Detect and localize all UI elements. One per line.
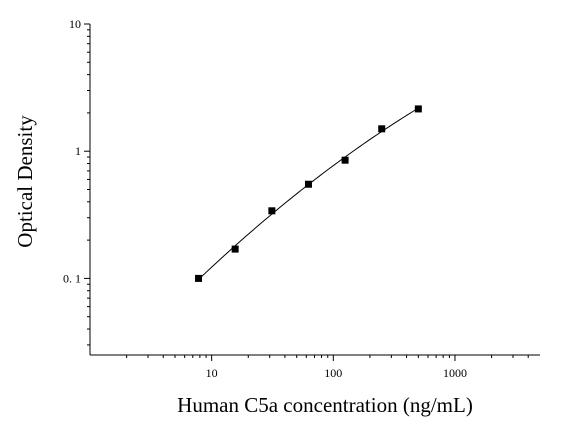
data-point [268,207,276,215]
data-point [414,105,422,113]
data-point [195,274,203,282]
y-tick-label: 10 [69,17,81,31]
x-axis-major-ticks [211,355,456,361]
data-point [341,156,349,164]
data-point [231,245,239,253]
x-tick-label: 100 [324,366,342,380]
x-tick-label: 1000 [443,366,467,380]
x-tick-label: 10 [206,366,218,380]
y-tick-label: 0. 1 [63,271,81,285]
y-axis-major-ticks [84,23,90,279]
x-axis-title: Human C5a concentration (ng/mL) [177,393,473,417]
y-tick-label: 1 [75,144,81,158]
fitted-standard-curve [198,107,419,280]
data-points [195,105,422,282]
x-axis-tick-labels: 10 100 1000 [206,366,467,380]
y-axis-title: Optical Density [13,115,37,248]
y-axis-tick-labels: 0. 1 1 10 [63,17,81,285]
data-point [378,125,386,133]
data-point [304,180,312,188]
